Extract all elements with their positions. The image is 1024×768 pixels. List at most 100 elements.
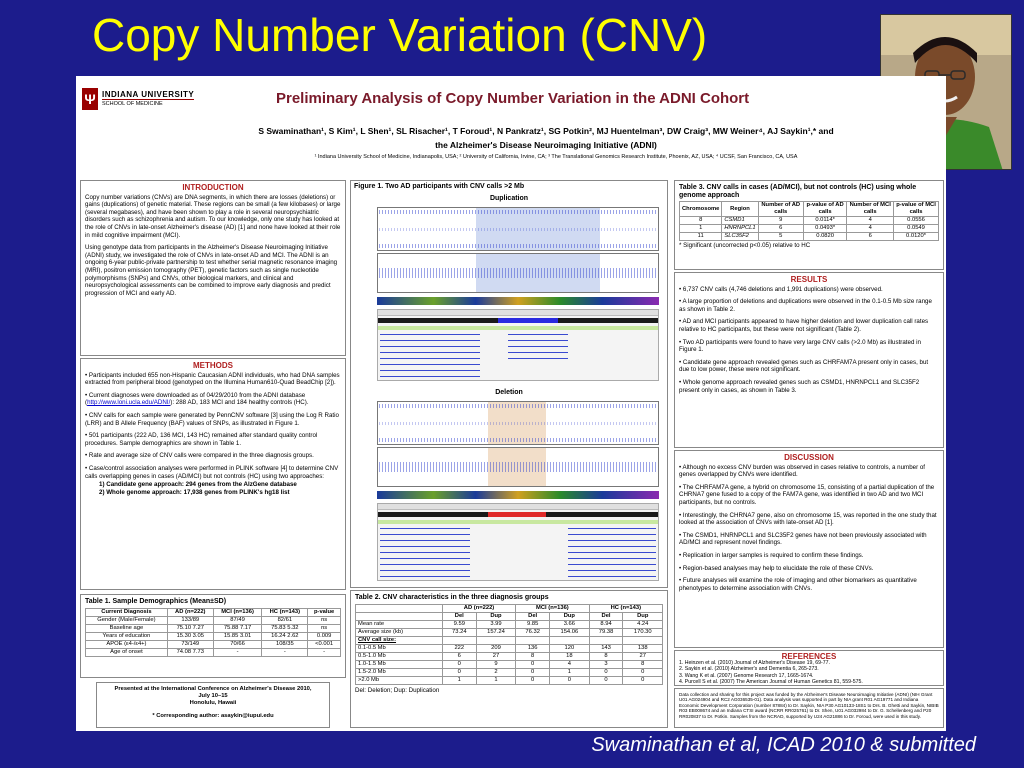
table1-cell: 15.85 3.01 — [212, 631, 263, 641]
table2-cell: 4.24 — [622, 619, 663, 629]
table2-size-cell: 3 — [588, 659, 624, 669]
table3-note: * Significant (uncorrected p<0.05) relat… — [679, 242, 811, 250]
deletion-label: Deletion — [495, 389, 523, 396]
table2-sub-header: Dup — [549, 611, 590, 621]
methods-heading: METHODS — [193, 361, 233, 370]
introduction-section: INTRODUCTION Copy number variations (CNV… — [80, 180, 346, 356]
table3-cell: 6 — [846, 232, 895, 242]
duplication-label: Duplication — [489, 195, 529, 202]
table2-cell: 3.66 — [549, 619, 590, 629]
intro-paragraph-2: Using genotype data from participants in… — [85, 244, 338, 297]
table1-header-cell: Current Diagnosis — [85, 607, 168, 617]
discussion-heading: DISCUSSION — [784, 453, 834, 462]
results-item: A large proportion of deletions and dupl… — [679, 298, 939, 313]
corresponding-author: * Corresponding author: asaykin@iupui.ed… — [152, 713, 274, 719]
table2-cell: Average size (kb) — [355, 627, 443, 637]
reference-item: 4. Purcell S et al. (2007) The American … — [679, 678, 863, 685]
lrr-plot-dup — [377, 253, 659, 293]
table2-cell: 157.24 — [475, 627, 517, 637]
table3-header-cell: Number of MCI calls — [846, 201, 895, 218]
methods-item: Current diagnoses were downloaded as of … — [85, 392, 341, 407]
results-item: Candidate gene approach revealed genes s… — [679, 359, 939, 374]
citation: Swaminathan et al, ICAD 2010 & submitted — [591, 734, 976, 756]
methods-item: 501 participants (222 AD, 136 MCI, 143 H… — [85, 432, 341, 447]
results-item: Whole genome approach revealed genes suc… — [679, 379, 939, 394]
table2-size-cell: 209 — [475, 643, 517, 653]
table2-size-cell: 136 — [515, 643, 551, 653]
table2-cell: Mean rate — [355, 619, 443, 629]
discussion-item: Although no excess CNV burden was observ… — [679, 464, 939, 479]
table-row: Gender (Male/Female) 133/89 87/49 82/61 ns — [85, 615, 341, 625]
table3-cell: 0.0114* — [802, 216, 848, 226]
table2-empty-cell — [475, 635, 517, 645]
table1-cell: - — [212, 647, 263, 657]
adni-link[interactable]: http://www.loni.ucla.edu/ADNI/ — [87, 399, 171, 407]
table2-group-header: HC (n=143) — [588, 603, 664, 613]
table-row: Mean rate 9.59 3.99 9.85 3.66 8.94 4.24 — [355, 619, 663, 629]
table1-cell: 82/61 — [261, 615, 309, 625]
duplication-panel: Duplication — [357, 195, 661, 385]
results-section: RESULTS 6,737 CNV calls (4,746 deletions… — [674, 272, 944, 448]
table3-cell: 0.0493* — [802, 224, 848, 234]
table2-section: Table 2. CNV characteristics in the thre… — [350, 590, 668, 728]
discussion-item: Replication in larger samples is require… — [679, 552, 939, 560]
table2-sub-header: Del — [588, 611, 624, 621]
reference-item: 2. Saykin et al. (2010) Alzheimer's and … — [679, 666, 819, 673]
table-row: Baseline age 75.10 7.27 75.88 7.17 75.83 5.… — [85, 623, 341, 633]
table1-cell: Age of onset — [85, 647, 168, 657]
results-item: AD and MCI participants appeared to have… — [679, 318, 939, 333]
table1-cell: 73/149 — [166, 639, 214, 649]
presented-line-3: Honolulu, Hawaii — [189, 700, 237, 706]
table2-size-cell: 0 — [588, 675, 624, 685]
poster-title: Preliminary Analysis of Copy Number Vari… — [276, 90, 750, 107]
table2-size-cell: 2 — [475, 667, 517, 677]
baf-plot-del — [377, 401, 659, 445]
reference-item: 3. Wang K et al. (2007) Genome Research … — [679, 672, 814, 679]
table2-heading: Table 2. CNV characteristics in the thre… — [355, 594, 549, 601]
table1-cell: - — [261, 647, 309, 657]
figure1-heading: Figure 1. Two AD participants with CNV c… — [354, 183, 525, 190]
table3-cell: 0.0556 — [893, 216, 939, 226]
table1-cell: 133/89 — [166, 615, 214, 625]
table1-cell: Baseline age — [85, 623, 168, 633]
table2-size-cell: >2.0 Mb — [355, 675, 443, 685]
figure1-section: Figure 1. Two AD participants with CNV c… — [350, 180, 668, 588]
funding-acknowledgement: Data collection and sharing for this pro… — [674, 688, 944, 728]
cnv-cases-table: Chromosome Region Number of AD calls p-valu… — [678, 201, 939, 242]
table2-sub-header: Dup — [622, 611, 663, 621]
table1-cell: 75.10 7.27 — [166, 623, 214, 633]
table1-header-cell: HC (n=143) — [261, 607, 309, 617]
discussion-item: Region-based analyses may help to elucid… — [679, 565, 939, 573]
chromosome-ideogram-dup — [377, 297, 659, 305]
table2-size-cell: 0 — [515, 675, 551, 685]
table3-header-cell: p-value of MCI calls — [893, 201, 939, 218]
iu-trident-icon: Ψ — [82, 88, 98, 110]
presented-box: Presented at the International Conferenc… — [96, 682, 330, 728]
table-row: 1 HNRNPCL1 6 0.0493* 4 0.0549 — [678, 224, 939, 234]
table2-size-cell: 120 — [549, 643, 590, 653]
table1-cell: ns — [307, 615, 341, 625]
table2-size-cell: 138 — [622, 643, 663, 653]
authors-line-1: S Swaminathan¹, S Kim¹, L Shen¹, SL Risa… — [258, 126, 834, 136]
table2-size-cell: 0 — [515, 667, 551, 677]
table2-size-cell: 27 — [622, 651, 663, 661]
results-heading: RESULTS — [790, 275, 828, 284]
table2-size-cell: 1 — [441, 675, 477, 685]
table2-size-cell: 8 — [622, 659, 663, 669]
table1-cell: 16.24 2.62 — [261, 631, 309, 641]
table3-cell: 0.0820 — [802, 232, 848, 242]
table2-cell: 8.94 — [588, 619, 624, 629]
methods-sub-1: 1) Candidate gene approach: 294 genes fr… — [99, 481, 297, 489]
table3-cell: 0.0549 — [893, 224, 939, 234]
table1-header-cell: AD (n=222) — [166, 607, 214, 617]
table3-section: Table 3. CNV calls in cases (AD/MCI), bu… — [674, 180, 944, 270]
table2-size-cell: 0 — [588, 667, 624, 677]
table2-size-cell: 0 — [622, 667, 663, 677]
table3-cell: HNRNPCL1 — [721, 224, 759, 234]
table2-size-cell: 1 — [475, 675, 517, 685]
references-section: REFERENCES 1. Heinzen et al. (2010) Jour… — [674, 650, 944, 686]
table-row: Years of education 15.30 3.05 15.85 3.01 16… — [85, 631, 341, 641]
indiana-university-logo: Ψ INDIANA UNIVERSITY SCHOOL OF MEDICINE — [82, 88, 195, 110]
table3-header-cell: Region — [721, 201, 759, 218]
table2-size-cell: 0 — [441, 667, 477, 677]
